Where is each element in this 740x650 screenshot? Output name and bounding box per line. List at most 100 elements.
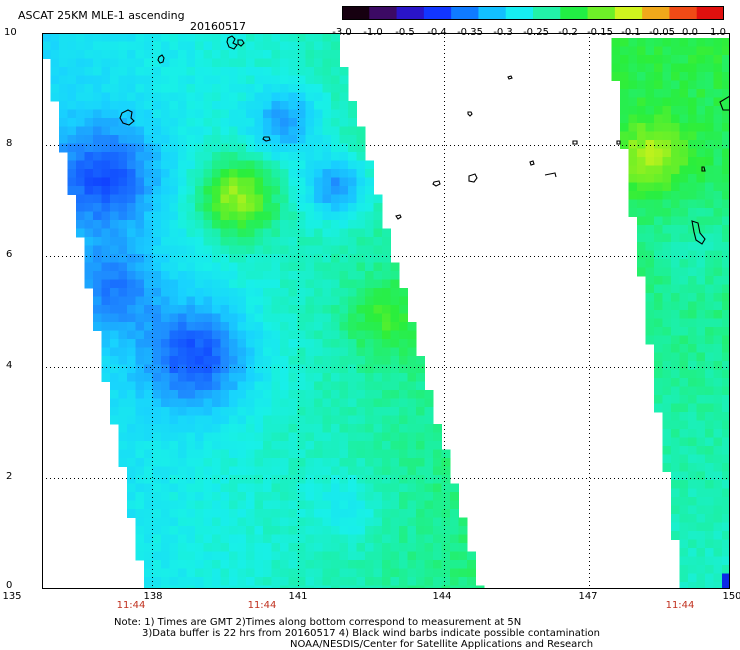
swath-cell bbox=[101, 313, 111, 323]
swath-cell bbox=[288, 492, 298, 501]
swath-cell bbox=[67, 126, 77, 136]
swath-cell bbox=[254, 585, 264, 589]
swath-cell bbox=[263, 500, 272, 510]
swath-cell bbox=[271, 373, 281, 382]
swath-cell bbox=[186, 33, 196, 42]
swath-cell bbox=[424, 526, 434, 535]
swath-cell bbox=[348, 373, 357, 382]
swath-cell bbox=[127, 339, 136, 348]
swath-cell bbox=[229, 492, 238, 501]
swath-cell bbox=[348, 271, 357, 280]
swath-cell bbox=[654, 38, 663, 47]
swath-cell bbox=[382, 296, 391, 306]
swath-cell bbox=[722, 114, 730, 124]
swath-cell bbox=[195, 245, 204, 255]
swath-cell bbox=[288, 534, 298, 544]
swath-cell bbox=[135, 424, 145, 433]
swath-cell bbox=[365, 517, 374, 527]
swath-cell bbox=[220, 356, 230, 365]
swath-cell bbox=[628, 131, 638, 141]
swath-cell bbox=[135, 67, 145, 76]
swath-cell bbox=[390, 415, 400, 425]
swath-cell bbox=[373, 424, 383, 433]
swath-cell bbox=[135, 143, 145, 153]
swath-cell bbox=[348, 126, 357, 136]
swath-cell bbox=[365, 483, 374, 493]
swath-cell bbox=[59, 135, 68, 144]
note-line-1: Note: 1) Times are GMT 2)Times along bot… bbox=[114, 617, 522, 628]
swath-cell bbox=[679, 97, 689, 107]
swath-cell bbox=[365, 347, 374, 357]
swath-cell bbox=[93, 50, 102, 59]
swath-cell bbox=[288, 245, 298, 255]
swath-cell bbox=[169, 254, 179, 263]
swath-cell bbox=[246, 381, 255, 391]
swath-cell bbox=[628, 114, 638, 124]
swath-cell bbox=[305, 305, 315, 314]
swath-cell bbox=[637, 199, 646, 209]
swath-cell bbox=[705, 72, 714, 81]
swath-cell bbox=[229, 143, 238, 153]
swath-cell bbox=[314, 84, 323, 93]
swath-cell bbox=[696, 123, 706, 132]
swath-cell bbox=[212, 432, 221, 442]
swath-cell bbox=[679, 361, 689, 370]
swath-cell bbox=[127, 33, 136, 42]
swath-cell bbox=[212, 356, 221, 365]
swath-cell bbox=[186, 41, 196, 51]
swath-cell bbox=[297, 92, 306, 102]
swath-cell bbox=[314, 483, 323, 493]
swath-cell bbox=[169, 551, 179, 561]
swath-cell bbox=[305, 407, 315, 416]
color-scale-label: -0.35 bbox=[457, 27, 483, 38]
swath-cell bbox=[271, 186, 281, 195]
swath-cell bbox=[263, 415, 272, 425]
swath-cell bbox=[59, 75, 68, 85]
swath-cell bbox=[662, 463, 672, 472]
swath-cell bbox=[441, 475, 451, 484]
swath-cell bbox=[280, 84, 289, 93]
swath-cell bbox=[229, 526, 238, 535]
swath-cell bbox=[254, 262, 264, 272]
swath-cell bbox=[161, 458, 170, 467]
swath-cell bbox=[169, 288, 179, 297]
swath-cell bbox=[722, 446, 730, 455]
swath-cell bbox=[322, 449, 332, 459]
swath-cell bbox=[373, 543, 383, 552]
swath-cell bbox=[229, 203, 238, 212]
swath-cell bbox=[195, 271, 204, 280]
swath-cell bbox=[246, 568, 255, 578]
island-outline bbox=[237, 39, 245, 47]
swath-cell bbox=[365, 407, 374, 416]
swath-cell bbox=[382, 449, 391, 459]
swath-cell bbox=[305, 254, 315, 263]
swath-cell bbox=[220, 84, 230, 93]
swath-cell bbox=[382, 475, 391, 484]
swath-cell bbox=[356, 568, 366, 578]
swath-cell bbox=[382, 543, 391, 552]
swath-cell bbox=[645, 97, 655, 107]
swath-cell bbox=[152, 526, 162, 535]
swath-cell bbox=[348, 347, 357, 357]
swath-cell bbox=[671, 284, 680, 294]
swath-cell bbox=[135, 279, 145, 289]
swath-cell bbox=[628, 174, 638, 183]
swath-cell bbox=[433, 500, 442, 510]
swath-cell bbox=[722, 386, 730, 396]
swath-cell bbox=[246, 109, 255, 119]
swath-cell bbox=[152, 330, 162, 340]
swath-cell bbox=[441, 534, 451, 544]
swath-cell bbox=[161, 118, 170, 127]
swath-cell bbox=[101, 296, 111, 306]
swath-cell bbox=[637, 148, 646, 158]
swath-cell bbox=[331, 475, 340, 484]
swath-cell bbox=[169, 500, 179, 510]
swath-cell bbox=[246, 339, 255, 348]
swath-cell bbox=[637, 233, 646, 243]
swath-cell bbox=[722, 140, 730, 149]
swath-cell bbox=[254, 152, 264, 161]
swath-cell bbox=[169, 118, 179, 127]
swath-cell bbox=[246, 118, 255, 127]
swath-cell bbox=[135, 364, 145, 374]
swath-cell bbox=[203, 143, 213, 153]
